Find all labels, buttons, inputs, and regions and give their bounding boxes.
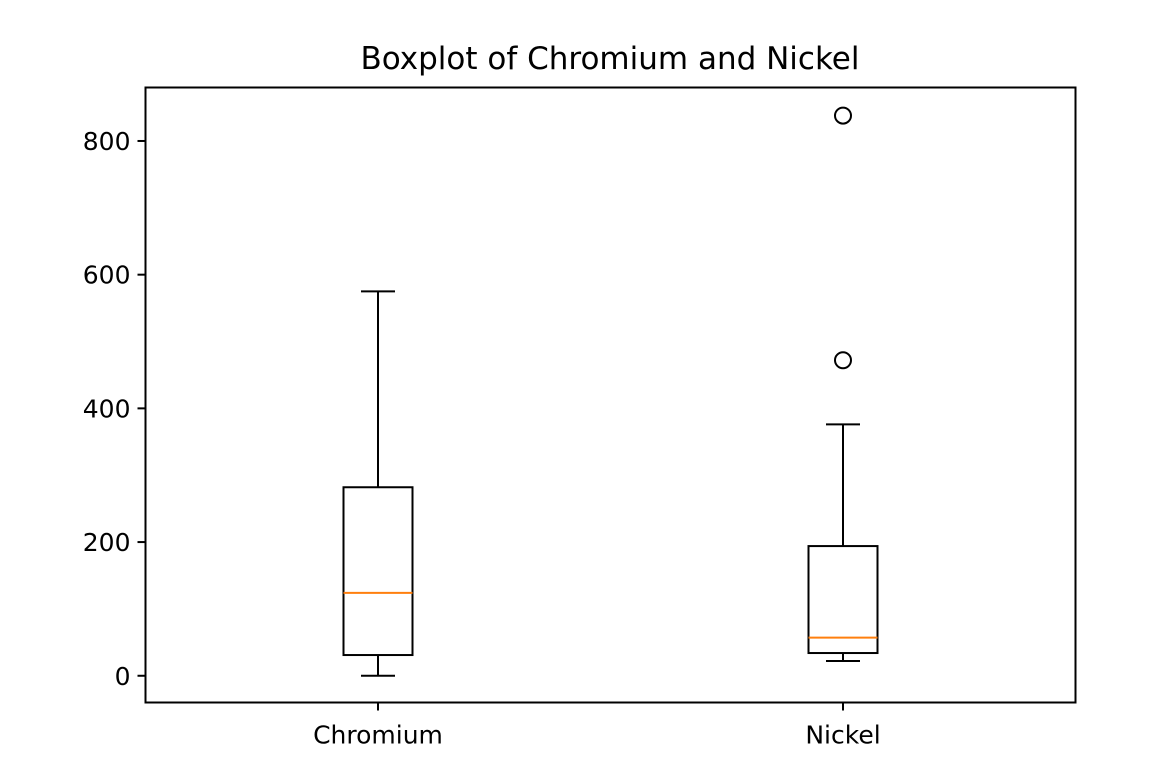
y-axis: 0 200 400 600 800	[83, 127, 146, 691]
chart-title: Boxplot of Chromium and Nickel	[360, 41, 859, 77]
x-tick-label-0: Chromium	[313, 721, 443, 750]
y-tick-label-2: 400	[83, 394, 131, 423]
iqr-box-chromium	[342, 486, 414, 657]
y-tick-label-1: 200	[83, 528, 131, 557]
axes-frame	[144, 86, 1077, 704]
x-axis: Chromium Nickel	[313, 702, 881, 750]
box-group-nickel	[807, 106, 879, 663]
outlier-point-nickel-0	[834, 351, 852, 370]
x-tick-label-1: Nickel	[805, 721, 880, 750]
iqr-box-nickel	[807, 545, 879, 655]
y-tick-label-3: 600	[83, 261, 131, 290]
plot-area	[342, 106, 879, 677]
box-group-chromium	[342, 290, 414, 677]
y-tick-label-0: 0	[115, 662, 131, 691]
outlier-point-nickel-1	[834, 106, 852, 125]
y-tick-label-4: 800	[83, 127, 131, 156]
